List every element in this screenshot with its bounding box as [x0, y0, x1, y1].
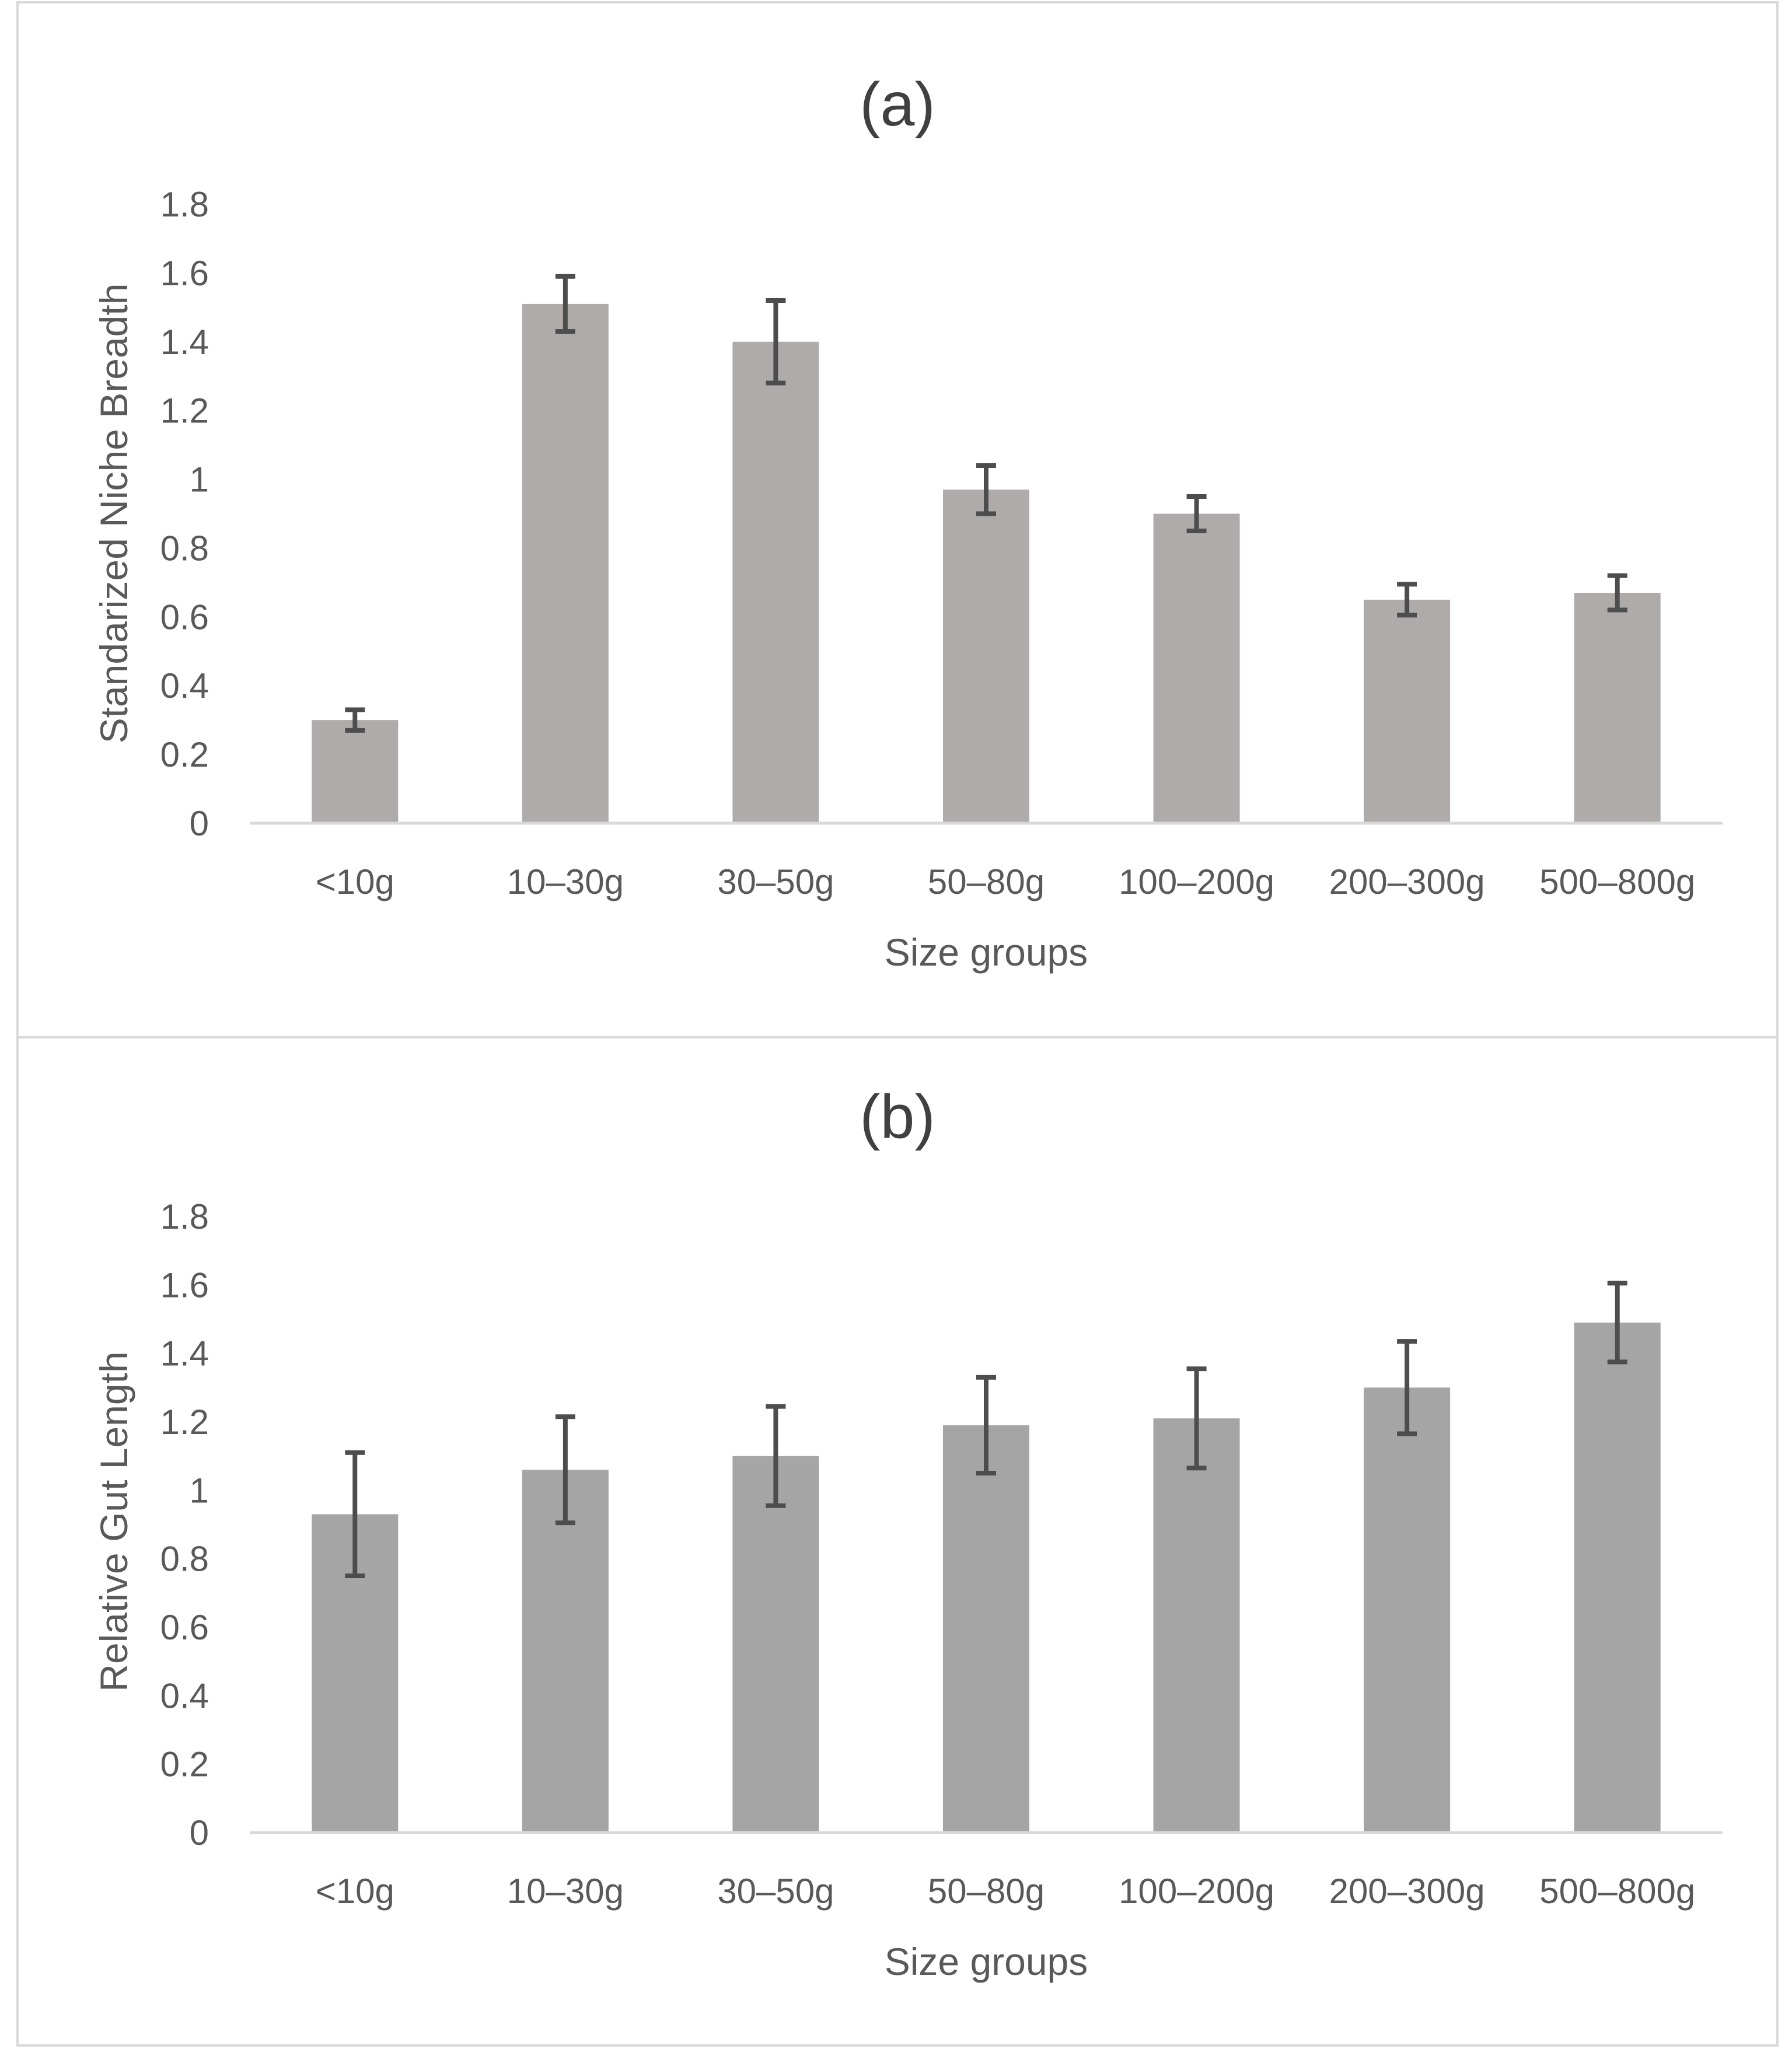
bar-500–800g: [1574, 593, 1661, 823]
x-tick-labels: <10g 10–30g 30–50g 50–80g 100–200g 200–300g 50…: [316, 1872, 1695, 1911]
error-bar-10–30g: [555, 1414, 575, 1526]
error-bars: [345, 1281, 1627, 1578]
y-tick-label: 0: [190, 804, 209, 843]
error-bar-500–800g: [1607, 1281, 1627, 1365]
x-tick-label: 100–200g: [1119, 1872, 1274, 1911]
figure-frame: [16, 1, 1779, 2047]
error-bar-30–50g: [766, 298, 786, 386]
y-tick-label: 1.2: [160, 391, 209, 431]
x-axis-title: Size groups: [885, 931, 1088, 974]
x-axis-title: Size groups: [885, 1940, 1088, 1983]
x-tick-label: 500–800g: [1539, 1872, 1695, 1911]
y-tick-label: 0.6: [160, 597, 209, 637]
y-tick-label: 1: [190, 1471, 209, 1510]
error-bar-50–80g: [976, 1375, 996, 1475]
y-tick-label: 0.8: [160, 529, 209, 568]
bar-50–80g: [943, 489, 1029, 823]
y-tick-label: 1.8: [160, 185, 209, 224]
y-tick-label: 0.2: [160, 735, 209, 774]
panel-a: (a) Standarized Niche Breadth Size group…: [92, 70, 1723, 974]
bar-30–50g: [732, 1456, 819, 1833]
y-tick-label: 1.4: [160, 1334, 209, 1373]
y-tick-label: 1.8: [160, 1197, 209, 1236]
y-tick-label: 0.4: [160, 666, 209, 705]
error-bar-10–30g: [555, 274, 575, 334]
error-bar-500–800g: [1607, 573, 1627, 613]
y-tick-label: 1.2: [160, 1403, 209, 1442]
x-tick-label: 30–50g: [717, 1872, 834, 1911]
bar-30–50g: [732, 341, 819, 823]
error-bar-100–200g: [1186, 494, 1207, 533]
x-tick-label: <10g: [316, 862, 394, 901]
x-tick-label: 10–30g: [507, 1872, 624, 1911]
x-tick-label: 50–80g: [928, 1872, 1045, 1911]
chart-title: (a): [860, 70, 935, 139]
y-axis-title: Standarized Niche Breadth: [92, 284, 135, 744]
x-tick-labels: <10g 10–30g 30–50g 50–80g 100–200g 200–300g 50…: [316, 862, 1695, 901]
panel-b: (b) Relative Gut Length Size groups 0 0.2…: [92, 1082, 1723, 1983]
y-tick-labels: 0 0.2 0.4 0.6 0.8 1 1.2 1.4 1.6 1.8: [160, 185, 209, 843]
y-tick-label: 0.4: [160, 1676, 209, 1715]
bar-50–80g: [943, 1425, 1029, 1833]
x-tick-label: 100–200g: [1119, 862, 1274, 901]
bar-100–200g: [1153, 513, 1240, 823]
error-bar-<10g: [345, 1450, 365, 1578]
error-bar-30–50g: [766, 1404, 786, 1508]
y-tick-labels: 0 0.2 0.4 0.6 0.8 1 1.2 1.4 1.6 1.8: [160, 1197, 209, 1852]
y-tick-label: 1.4: [160, 323, 209, 362]
y-tick-label: 1: [190, 460, 209, 499]
bar-200–300g: [1364, 1387, 1451, 1833]
y-tick-label: 0.2: [160, 1745, 209, 1784]
error-bar-200–300g: [1397, 1339, 1417, 1436]
x-tick-label: 200–300g: [1329, 1872, 1485, 1911]
bar-10–30g: [522, 1470, 609, 1833]
y-tick-label: 0.6: [160, 1608, 209, 1647]
error-bars: [345, 274, 1627, 733]
bar-<10g: [312, 720, 399, 823]
y-axis-title: Relative Gut Length: [92, 1351, 135, 1691]
x-tick-label: 50–80g: [928, 862, 1045, 901]
error-bar-100–200g: [1186, 1366, 1207, 1471]
bars: [312, 1322, 1661, 1833]
chart-title: (b): [860, 1082, 935, 1151]
bar-10–30g: [522, 303, 609, 823]
x-tick-label: 500–800g: [1539, 862, 1695, 901]
y-tick-label: 1.6: [160, 1265, 209, 1305]
error-bar-<10g: [345, 707, 365, 733]
x-tick-label: 200–300g: [1329, 862, 1485, 901]
bar-100–200g: [1153, 1418, 1240, 1833]
x-tick-label: <10g: [316, 1872, 394, 1911]
bar-500–800g: [1574, 1322, 1661, 1833]
y-tick-label: 0.8: [160, 1540, 209, 1579]
x-tick-label: 10–30g: [507, 862, 624, 901]
x-tick-label: 30–50g: [717, 862, 834, 901]
bars: [312, 303, 1661, 823]
y-tick-label: 0: [190, 1813, 209, 1852]
y-tick-label: 1.6: [160, 254, 209, 293]
error-bar-50–80g: [976, 463, 996, 516]
error-bar-200–300g: [1397, 582, 1417, 618]
bar-200–300g: [1364, 599, 1451, 823]
